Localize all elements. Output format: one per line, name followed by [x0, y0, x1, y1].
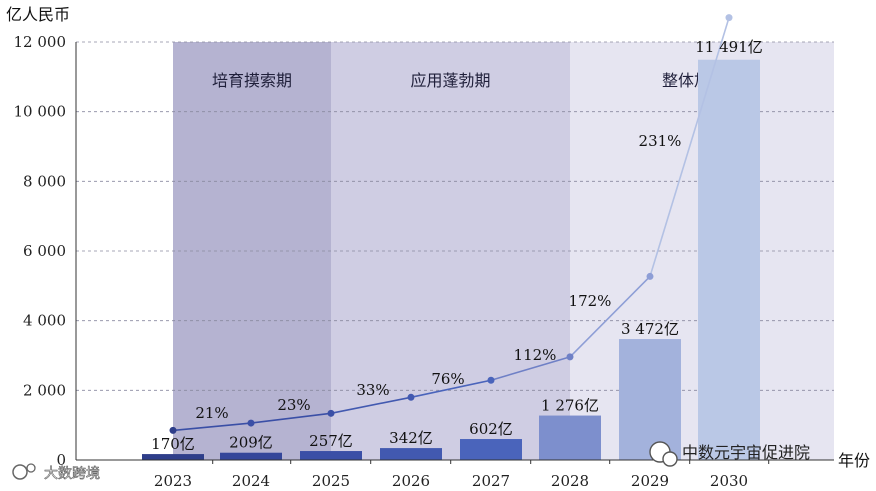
growth-point-2026: [407, 393, 415, 401]
x-tick-label-2024: 2024: [232, 472, 270, 490]
growth-point-2028: [566, 353, 574, 361]
y-tick-label-10000: 10 000: [14, 103, 67, 121]
growth-point-2027: [487, 376, 495, 384]
bar-2025: [300, 451, 362, 460]
growth-line-segment-4: [410, 379, 492, 399]
growth-point-2030: [725, 14, 733, 22]
growth-label-2028: 112%: [514, 346, 557, 364]
growth-label-2024: 21%: [195, 404, 228, 422]
logo-icon-dot: [26, 463, 36, 473]
watermark-left-text: 大数跨境: [44, 466, 100, 482]
growth-line-segment-2: [250, 412, 332, 424]
growth-point-2029: [646, 272, 654, 280]
y-tick-label-4000: 4 000: [23, 312, 66, 330]
growth-label-2025: 23%: [277, 396, 310, 414]
x-tick-label-2030: 2030: [710, 472, 748, 490]
bar-2029: [619, 339, 681, 460]
labels: 170亿 209亿 257亿 342亿 602亿 1 276亿 3 472亿 11 491亿 2…: [151, 38, 763, 453]
bar-2024: [220, 452, 282, 460]
x-tick-label-2029: 2029: [631, 472, 669, 490]
phase-label-1: 培育摸索期: [212, 71, 292, 90]
bar-value-label-2027: 602亿: [469, 420, 513, 438]
growth-line-segment-7: [649, 17, 730, 277]
growth-label-2030: 231%: [639, 132, 682, 150]
growth-label-2029: 172%: [569, 292, 612, 310]
bar-2028: [539, 415, 601, 460]
x-tick-label-2025: 2025: [312, 472, 350, 490]
phase-label-2: 应用蓬勃期: [410, 71, 490, 90]
growth-line-segment-3: [330, 396, 412, 415]
wechat-icon-small: [662, 451, 678, 467]
bar-2027: [460, 439, 522, 460]
bar-2023: [142, 454, 204, 460]
x-tick-label-2023: 2023: [154, 472, 192, 490]
y-tick-label-12000: 12 000: [14, 33, 67, 51]
logo-icon: [12, 464, 28, 480]
bar-value-label-2028: 1 276亿: [541, 397, 599, 415]
x-tick-label-2026: 2026: [392, 472, 430, 490]
watermark-right: 中数元宇宙促进院: [649, 441, 810, 467]
y-axis-label: 亿人民币: [6, 5, 70, 24]
x-tick-label-2028: 2028: [551, 472, 589, 490]
watermark-right-text: 中数元宇宙促进院: [682, 443, 810, 462]
growth-line: [169, 14, 733, 434]
bar-value-label-2026: 342亿: [389, 429, 433, 447]
y-tick-label-0: 0: [56, 451, 66, 469]
bar-2026: [380, 448, 442, 460]
growth-label-2026: 33%: [356, 381, 389, 399]
bar-value-label-2029: 3 472亿: [621, 320, 679, 338]
y-tick-label-8000: 8 000: [23, 172, 66, 190]
growth-line-segment-6: [569, 275, 651, 358]
y-tick-label-6000: 6 000: [23, 242, 66, 260]
axes: 0 2 000 4 000 6 000 8 000 10 000 12 000 2023 202…: [14, 33, 834, 490]
growth-point-2024: [247, 419, 255, 427]
bar-2030: [698, 59, 760, 461]
bar-value-label-2025: 257亿: [309, 432, 353, 450]
growth-line-segment-5: [490, 356, 571, 381]
x-tick-label-2027: 2027: [472, 472, 510, 490]
growth-line-segment-1: [172, 422, 252, 432]
y-tick-label-2000: 2 000: [23, 381, 66, 399]
growth-point-2025: [327, 409, 335, 417]
bar-value-label-2030: 11 491亿: [695, 38, 763, 56]
bar-value-label-2024: 209亿: [229, 434, 273, 452]
growth-point-2023: [169, 426, 177, 434]
growth-label-2027: 76%: [431, 370, 464, 388]
x-axis-label: 年份: [838, 451, 870, 470]
watermark-left: 大数跨境: [12, 463, 100, 482]
bar-value-label-2023: 170亿: [151, 435, 195, 453]
bars: [142, 59, 760, 461]
